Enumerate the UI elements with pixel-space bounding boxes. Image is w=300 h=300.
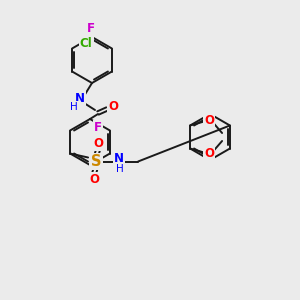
Text: O: O	[204, 114, 214, 127]
Text: H: H	[116, 164, 124, 173]
Text: S: S	[91, 154, 101, 169]
Text: Cl: Cl	[80, 37, 92, 50]
Text: H: H	[70, 102, 78, 112]
Text: N: N	[114, 152, 124, 165]
Text: F: F	[94, 121, 102, 134]
Text: O: O	[93, 137, 103, 150]
Text: O: O	[204, 147, 214, 160]
Text: N: N	[75, 92, 85, 106]
Text: F: F	[87, 22, 95, 35]
Text: O: O	[89, 173, 99, 186]
Text: O: O	[108, 100, 118, 112]
